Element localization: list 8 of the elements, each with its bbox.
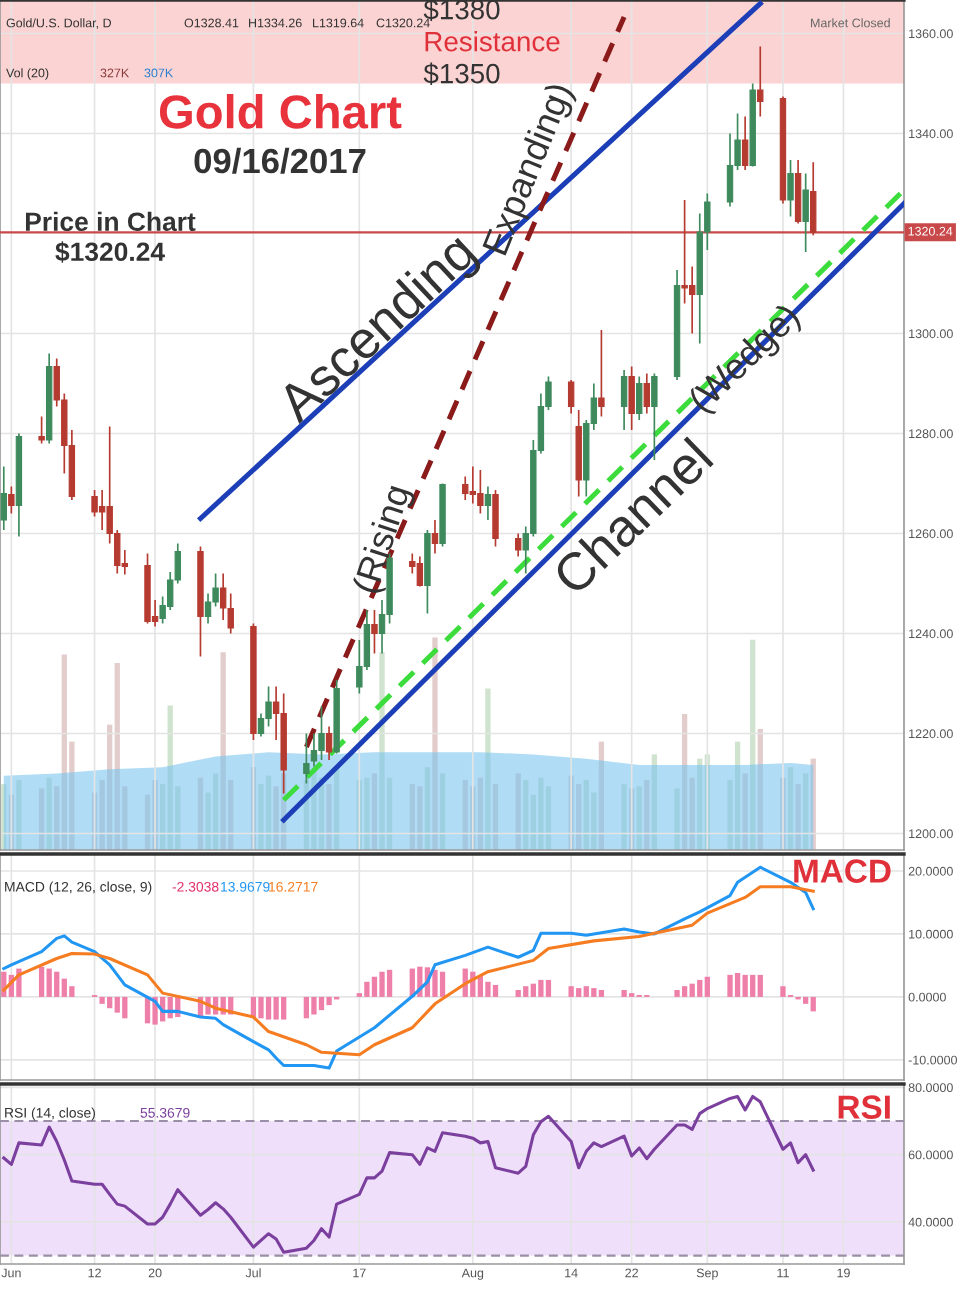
- annotation: $1350: [423, 62, 500, 86]
- text: 09/16/2017: [194, 147, 366, 174]
- annotation: RSI: [838, 1095, 890, 1119]
- annotation: $1320.24: [55, 241, 165, 263]
- text: Gold Chart: [159, 93, 402, 129]
- annotation: Price in Chart: [25, 211, 196, 232]
- annotation: Resistance: [425, 31, 560, 52]
- annotation: MACD: [794, 859, 891, 883]
